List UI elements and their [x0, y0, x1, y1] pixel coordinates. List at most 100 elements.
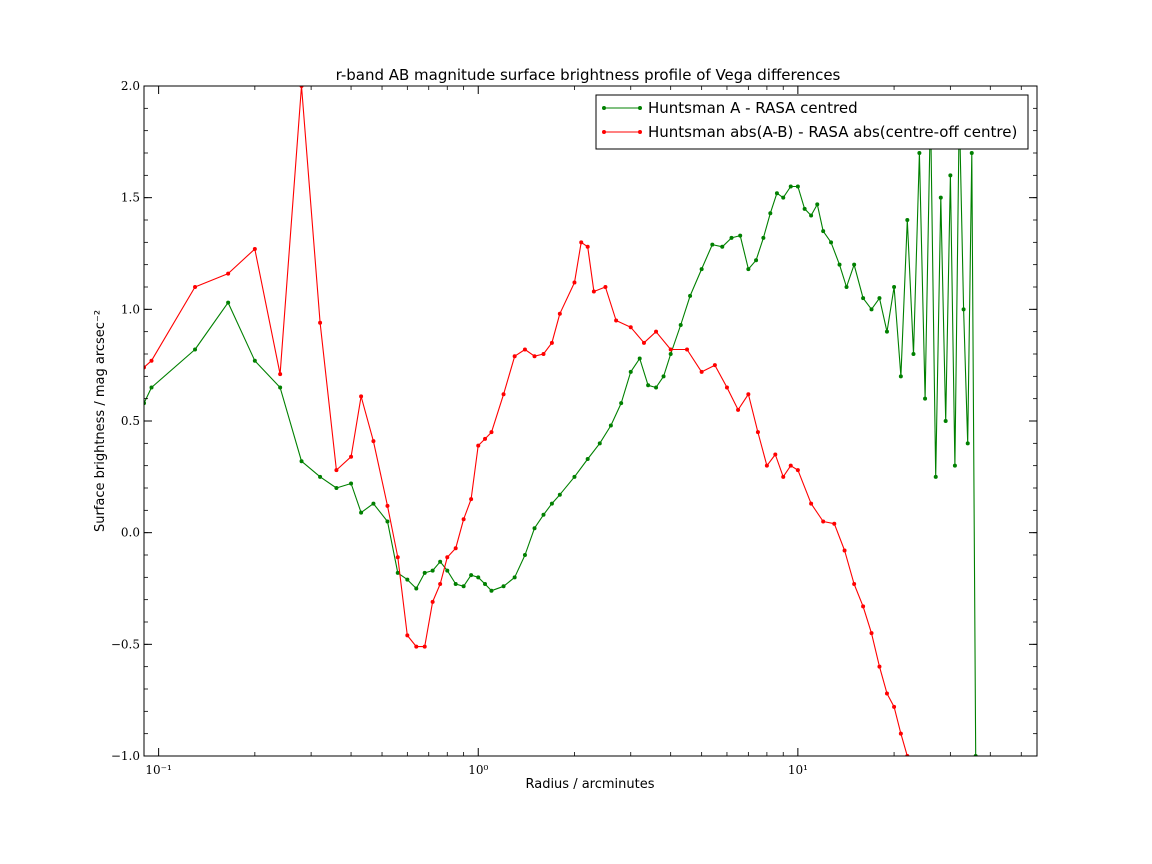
- data-point-series-1: [489, 588, 494, 593]
- data-point-series-2: [461, 517, 466, 522]
- data-point-series-1: [877, 296, 882, 301]
- ticks-layer: −1.0 −0.5 0.0 0.5 1.0 1.5 2.0 10⁻¹ 10⁰ 10¹: [111, 79, 1037, 777]
- data-point-series-2: [430, 599, 435, 604]
- data-point-series-1: [557, 492, 562, 497]
- data-point-series-2: [522, 347, 527, 352]
- data-point-series-1: [349, 481, 354, 486]
- data-point-series-2: [668, 347, 673, 352]
- data-point-series-1: [585, 456, 590, 461]
- data-point-series-1: [746, 267, 751, 272]
- data-point-series-1: [414, 586, 419, 591]
- legend-label-series-1: Huntsman A - RASA centred: [648, 99, 858, 117]
- data-point-series-2: [489, 430, 494, 435]
- data-point-series-1: [815, 202, 820, 207]
- data-point-series-1: [469, 573, 474, 578]
- data-point-series-2: [512, 354, 517, 359]
- series-layer: [144, 86, 978, 756]
- data-point-series-2: [892, 704, 897, 709]
- data-point-series-1: [149, 385, 154, 390]
- data-point-series-2: [764, 463, 769, 468]
- data-point-series-1: [688, 293, 693, 298]
- data-point-series-1: [549, 501, 554, 506]
- data-point-series-1: [461, 584, 466, 589]
- data-point-series-2: [252, 247, 257, 252]
- data-point-series-1: [371, 501, 376, 506]
- data-point-series-1: [501, 584, 506, 589]
- data-point-series-2: [541, 352, 546, 356]
- y-axis-label: Surface brightness / mag arcsec⁻²: [93, 310, 108, 532]
- data-point-series-1: [795, 184, 800, 189]
- data-point-series-1: [318, 474, 323, 479]
- data-point-series-1: [226, 300, 231, 305]
- data-point-series-2: [852, 582, 857, 587]
- data-point-series-1: [512, 575, 517, 580]
- data-point-series-1: [334, 486, 339, 490]
- data-point-series-1: [768, 211, 773, 216]
- data-point-series-1: [754, 258, 759, 263]
- data-point-series-1: [852, 262, 857, 267]
- data-point-series-1: [933, 474, 938, 479]
- data-point-series-1: [699, 267, 704, 272]
- data-point-series-2: [755, 430, 760, 435]
- x-tick-label: 10⁰: [468, 763, 488, 777]
- y-tick-label: 1.0: [121, 302, 140, 316]
- data-point-series-1: [453, 582, 458, 587]
- y-tick-label: 2.0: [121, 79, 140, 93]
- data-point-series-2: [869, 631, 874, 636]
- data-point-series-1: [788, 184, 793, 189]
- data-point-series-1: [837, 262, 842, 267]
- data-point-series-1: [781, 195, 786, 200]
- data-point-series-1: [961, 307, 966, 312]
- chart-title: r-band AB magnitude surface brightness p…: [336, 66, 841, 84]
- y-tick-label: −0.5: [111, 637, 140, 651]
- data-point-series-2: [685, 347, 690, 352]
- data-point-series-1: [252, 358, 257, 363]
- data-point-series-1: [938, 195, 943, 200]
- data-point-series-1: [761, 235, 766, 240]
- data-point-series-1: [359, 510, 364, 515]
- data-point-series-1: [637, 356, 642, 361]
- data-point-series-1: [952, 463, 957, 468]
- data-point-series-1: [911, 352, 916, 356]
- data-point-series-2: [861, 604, 866, 609]
- data-point-series-1: [422, 570, 427, 575]
- data-point-series-2: [438, 582, 443, 587]
- data-point-series-2: [641, 340, 646, 345]
- data-point-series-2: [349, 454, 354, 459]
- data-point-series-1: [278, 385, 283, 390]
- data-point-series-2: [405, 633, 410, 638]
- data-point-series-1: [905, 218, 910, 222]
- x-tick-label: 10⁻¹: [145, 763, 171, 777]
- data-point-series-2: [193, 285, 198, 289]
- y-tick-label: 0.0: [121, 526, 140, 540]
- data-point-series-1: [829, 240, 834, 245]
- data-point-series-1: [405, 577, 410, 582]
- data-point-series-1: [898, 374, 903, 379]
- data-point-series-2: [149, 358, 154, 363]
- data-point-series-1: [802, 206, 807, 211]
- data-point-series-2: [614, 318, 619, 323]
- data-point-series-1: [532, 526, 537, 531]
- data-point-series-2: [549, 340, 554, 345]
- data-point-series-1: [884, 329, 889, 334]
- data-point-series-1: [923, 396, 928, 401]
- data-point-series-1: [965, 441, 970, 446]
- data-point-series-1: [395, 570, 400, 575]
- series-line-1: [144, 107, 977, 756]
- legend-label-series-2: Huntsman abs(A-B) - RASA abs(centre-off …: [648, 123, 1017, 141]
- data-point-series-1: [541, 512, 546, 517]
- data-point-series-1: [522, 553, 527, 557]
- data-point-series-1: [430, 568, 435, 573]
- data-point-series-2: [591, 289, 596, 294]
- data-point-series-2: [773, 452, 778, 457]
- data-point-series-1: [445, 568, 450, 573]
- data-point-series-2: [842, 548, 847, 553]
- data-point-series-2: [226, 271, 231, 276]
- data-point-series-2: [736, 407, 741, 412]
- data-point-series-1: [729, 235, 734, 240]
- data-point-series-2: [585, 244, 590, 249]
- data-point-series-1: [597, 441, 602, 446]
- y-tick-label: −1.0: [111, 749, 140, 763]
- data-point-series-2: [501, 392, 506, 397]
- data-point-series-2: [469, 497, 474, 502]
